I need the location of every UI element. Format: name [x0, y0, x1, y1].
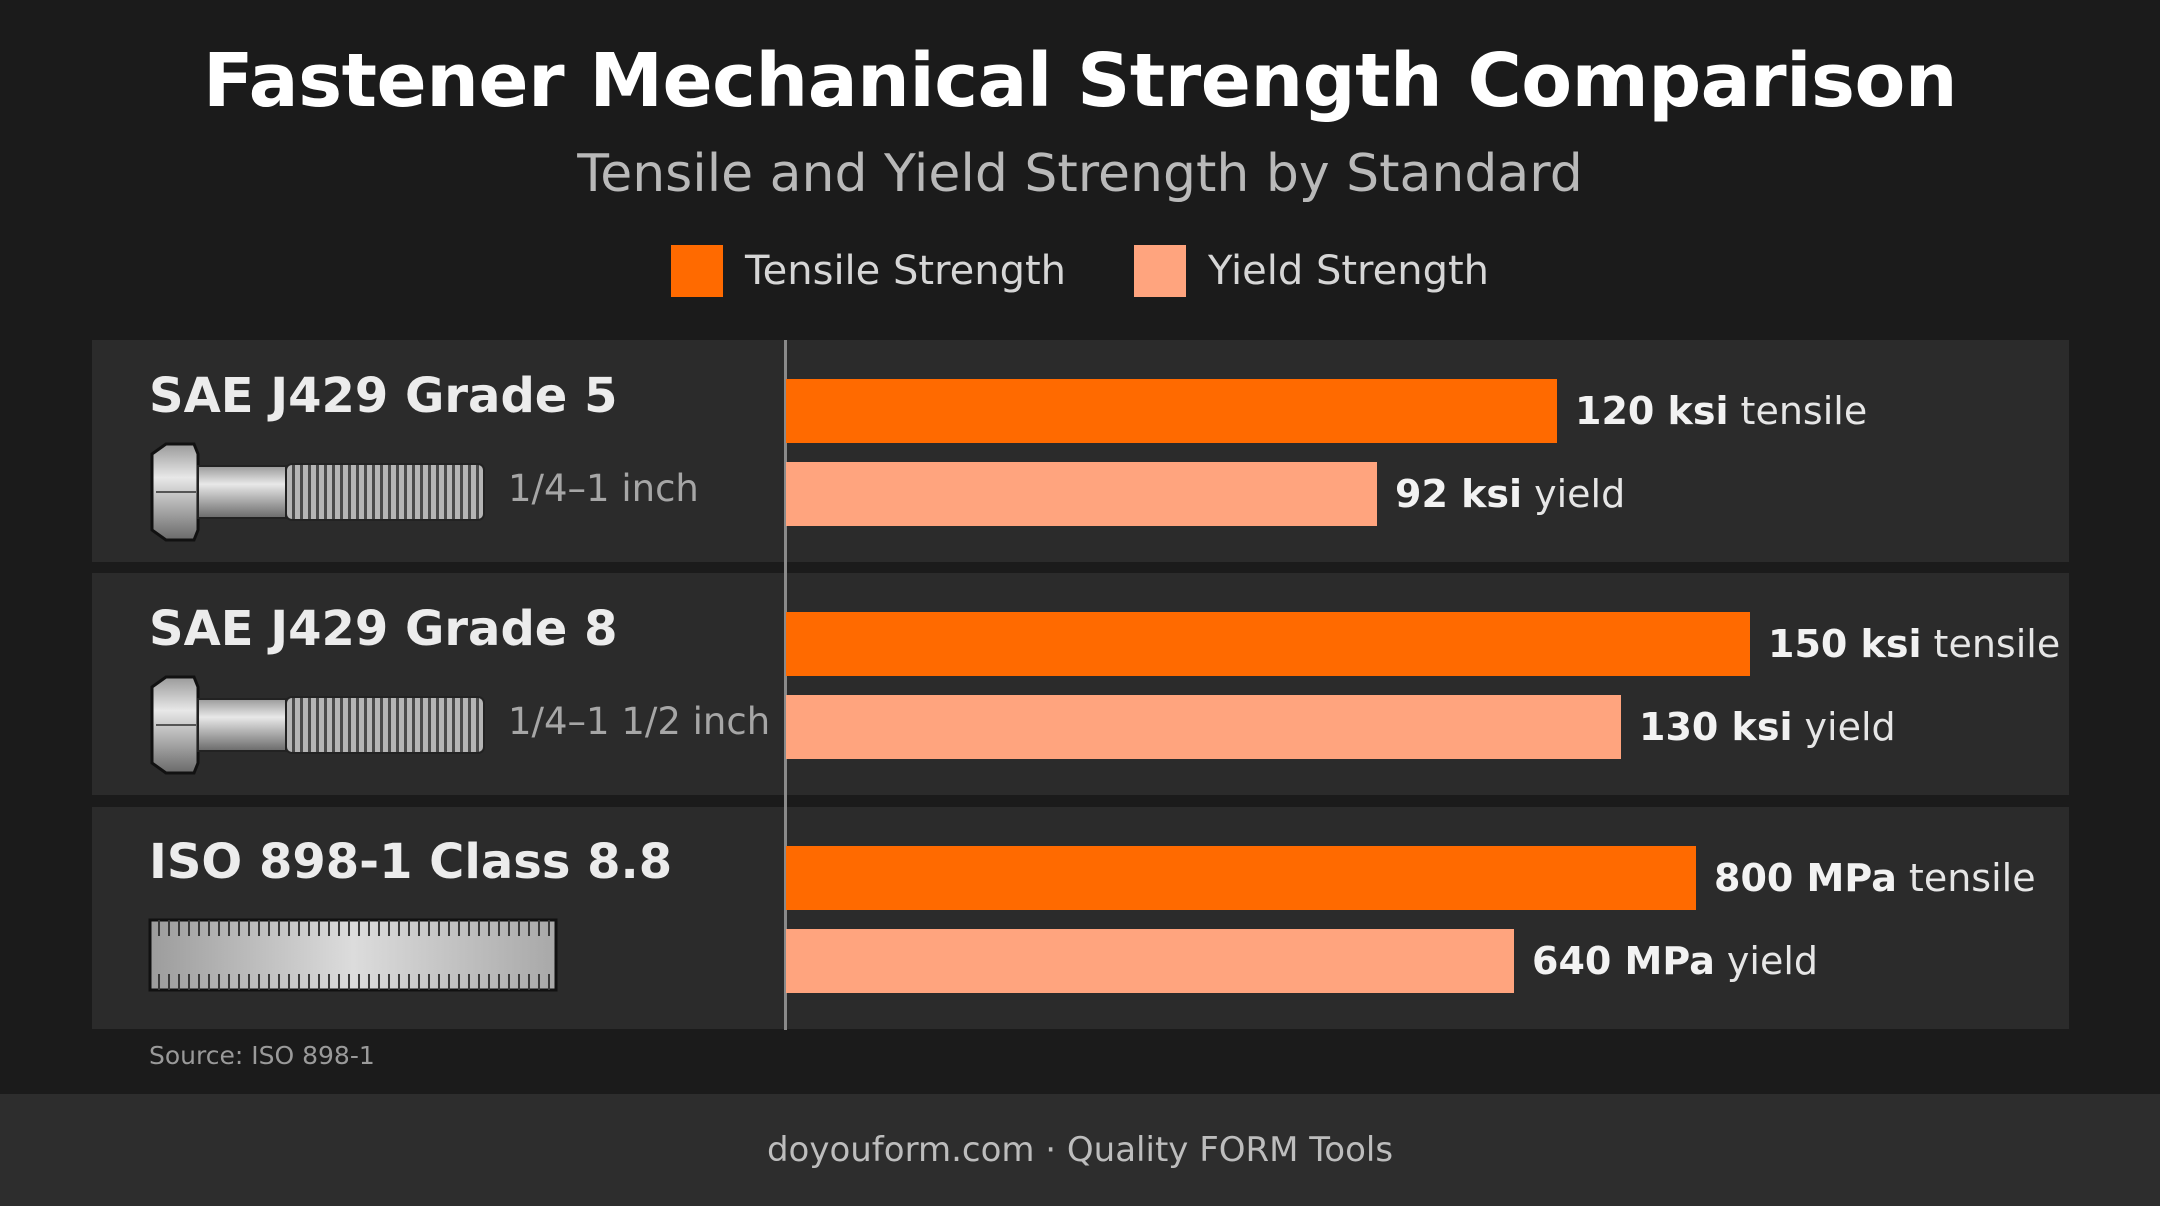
chart-subtitle: Tensile and Yield Strength by Standard — [577, 144, 1583, 204]
y-axis-line — [784, 340, 787, 1030]
category-size-grade5: 1/4–1 inch — [508, 467, 699, 510]
category-label-grade5: SAE J429 Grade 5 — [149, 368, 618, 424]
category-label-class88: ISO 898-1 Class 8.8 — [149, 834, 673, 890]
bolt-icon — [150, 675, 485, 775]
bar-yield — [786, 462, 1377, 526]
bolt-icon — [150, 442, 485, 542]
footer-text: doyouform.com · Quality FORM Tools — [766, 1130, 1394, 1170]
bar-tensile — [786, 612, 1750, 676]
bar-tensile — [786, 846, 1696, 910]
legend-label-yield: Yield Strength — [1208, 248, 1489, 294]
chart-title: Fastener Mechanical Strength Comparison — [202, 38, 1958, 124]
legend-swatch-yield — [1134, 245, 1187, 297]
data-label-tensile: 800 MPa tensile — [1714, 856, 2036, 900]
legend-swatch-tensile — [671, 245, 723, 297]
legend-label-tensile: Tensile Strength — [745, 248, 1067, 294]
source-note: Source: ISO 898-1 — [149, 1041, 375, 1070]
data-label-tensile: 120 ksi tensile — [1575, 389, 1868, 433]
bar-tensile — [786, 379, 1557, 443]
footer-bar — [0, 1094, 2160, 1206]
data-label-tensile: 150 ksi tensile — [1768, 622, 2061, 666]
legend: Tensile Strength Yield Strength — [0, 244, 2160, 298]
legend-item-tensile: Tensile Strength — [671, 245, 1066, 297]
category-size-grade8: 1/4–1 1/2 inch — [508, 700, 771, 743]
bar-yield — [786, 695, 1621, 759]
ruler-icon — [148, 918, 558, 992]
category-label-grade8: SAE J429 Grade 8 — [149, 601, 618, 657]
data-label-yield: 640 MPa yield — [1532, 939, 1819, 983]
data-label-yield: 92 ksi yield — [1395, 472, 1626, 516]
legend-item-yield: Yield Strength — [1134, 245, 1489, 297]
bar-yield — [786, 929, 1514, 993]
data-label-yield: 130 ksi yield — [1639, 705, 1896, 749]
